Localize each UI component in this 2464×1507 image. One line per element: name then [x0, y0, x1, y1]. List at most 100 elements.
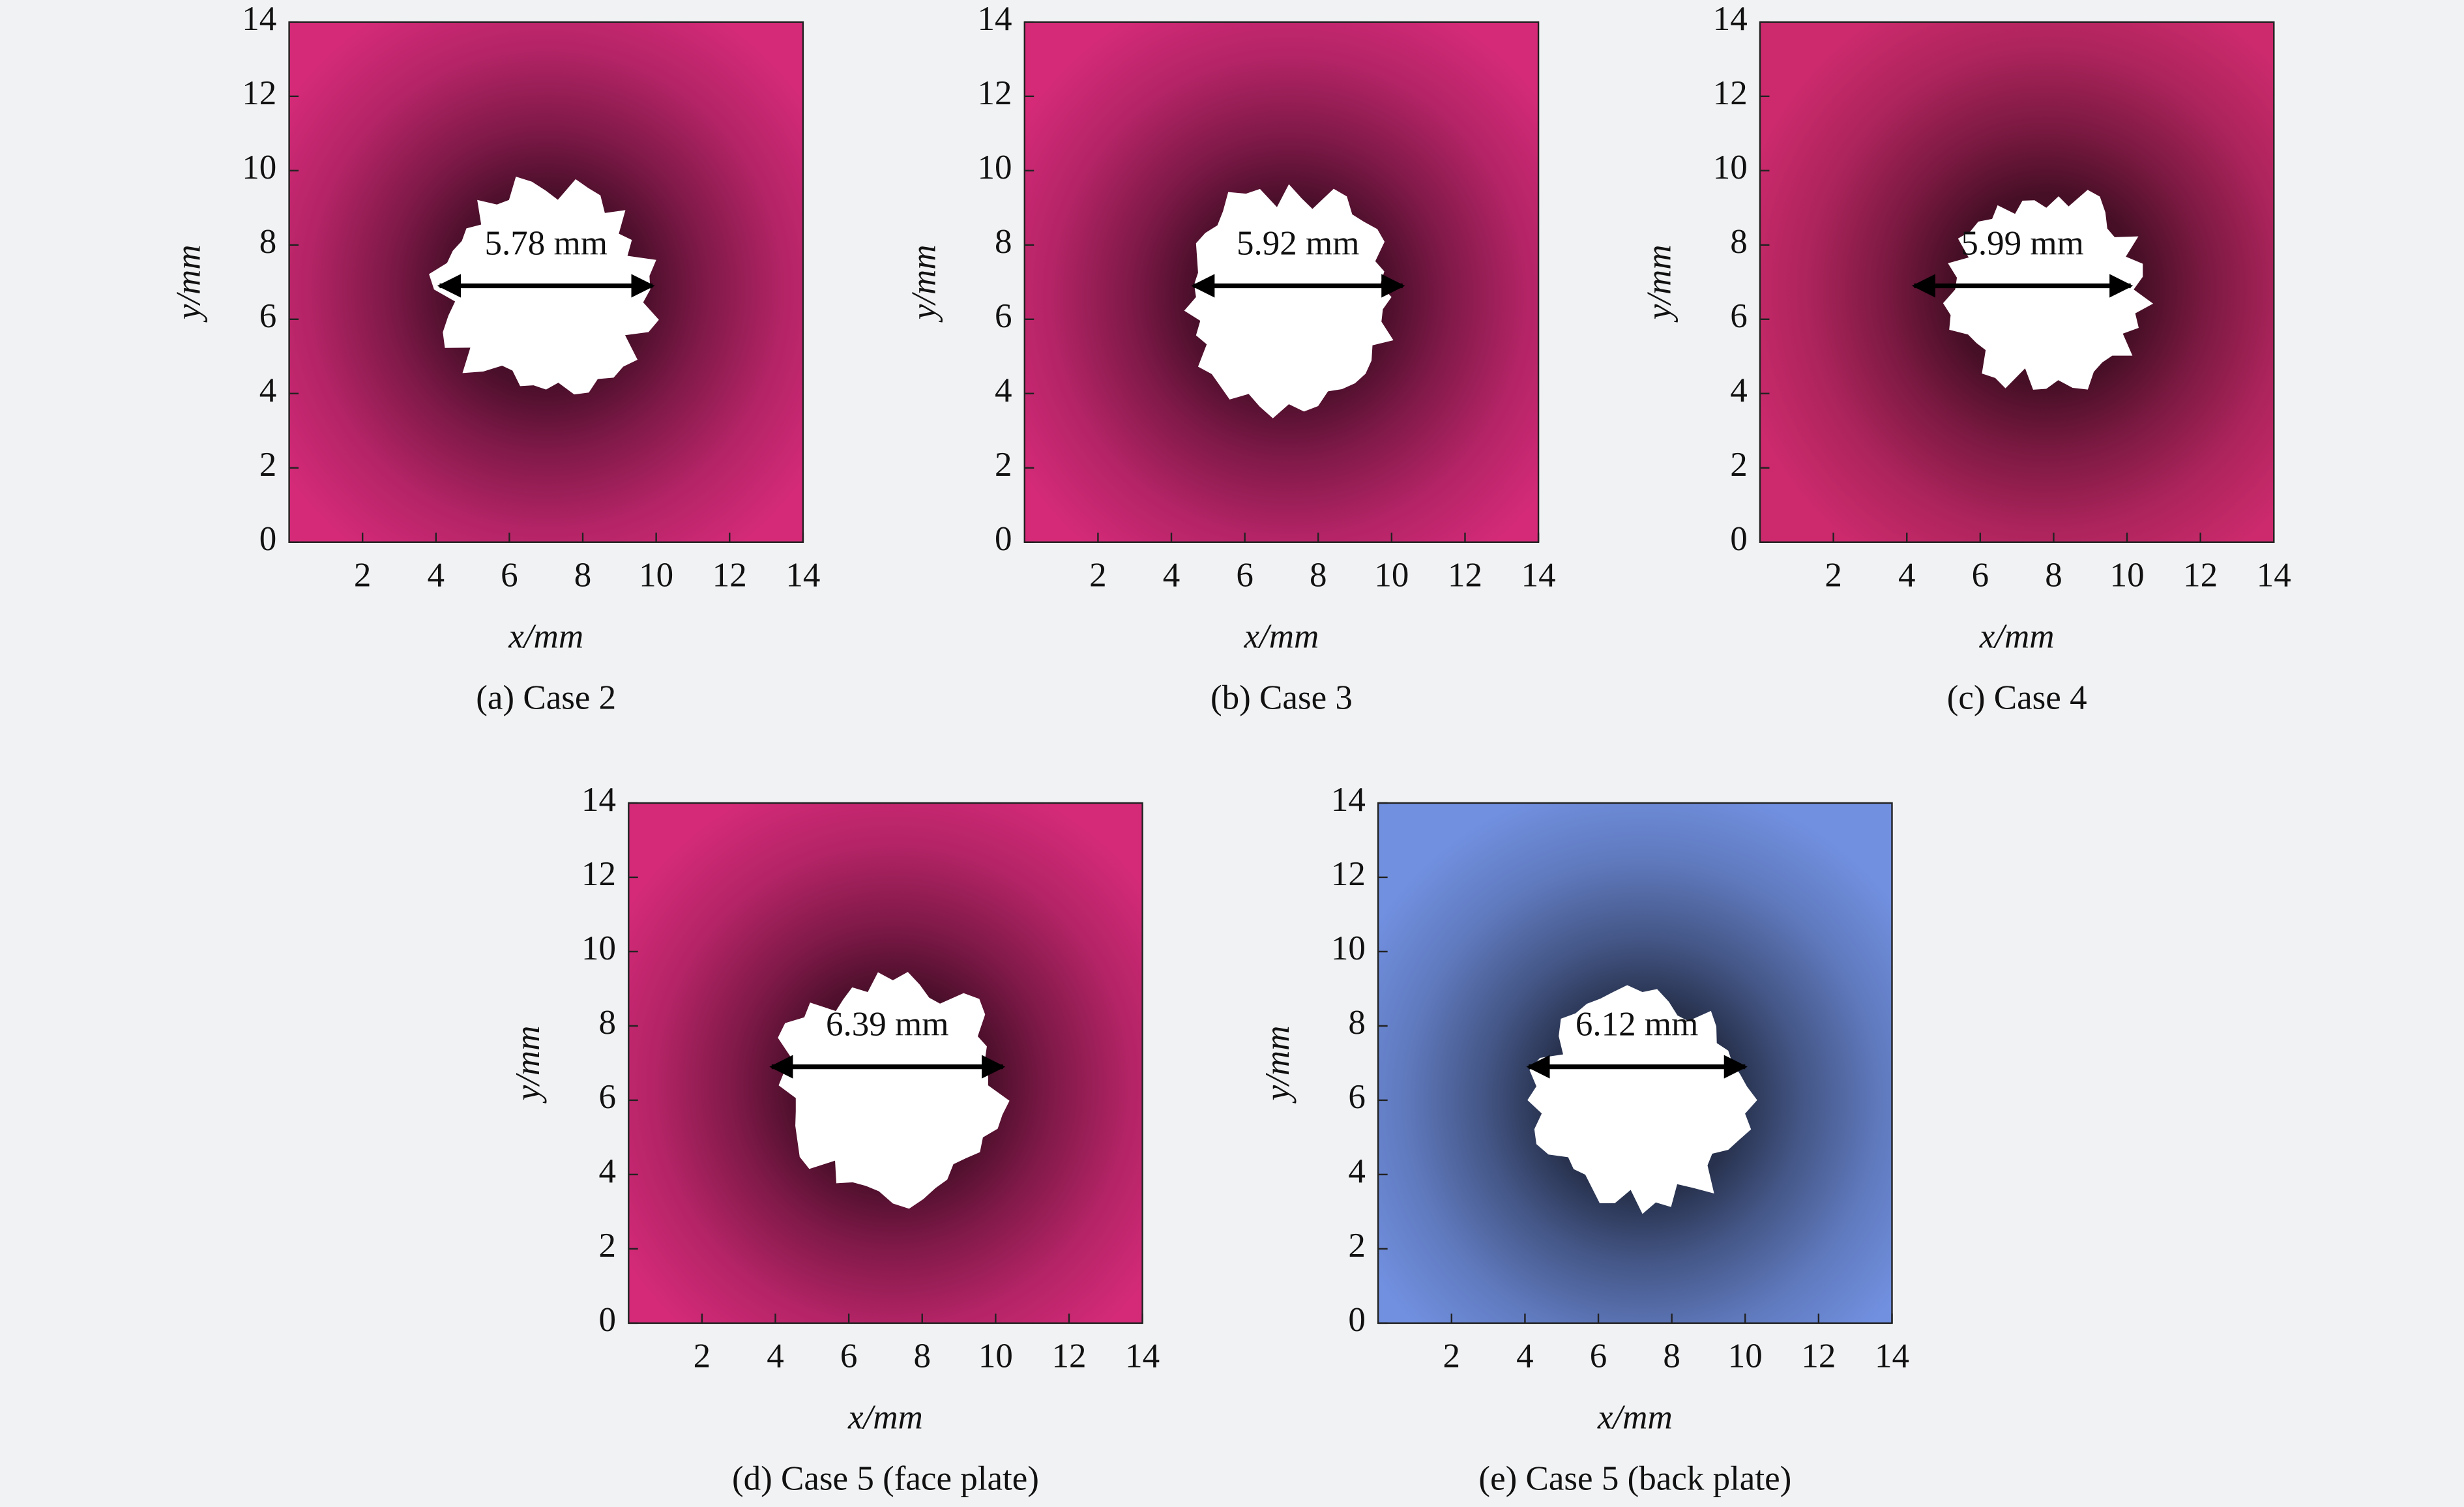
x-tick-label: 10 — [978, 1338, 1013, 1375]
x-tick-label: 12 — [1448, 556, 1482, 594]
x-tick-label: 8 — [1663, 1338, 1680, 1375]
x-tick-label: 8 — [913, 1338, 931, 1375]
annotation: 6.12 mm — [1576, 1006, 1699, 1044]
x-tick-label: 4 — [767, 1338, 784, 1375]
y-tick-label: 4 — [1348, 1152, 1366, 1190]
x-tick-label: 8 — [1310, 556, 1327, 594]
x-tick-label: 12 — [2183, 556, 2218, 594]
y-tick-label: 10 — [1331, 929, 1366, 967]
x-tick-label: 14 — [1875, 1338, 1909, 1375]
x-axis-label: x/mm — [1597, 1399, 1673, 1437]
plot-frame — [288, 21, 804, 543]
x-axis-label: x/mm — [508, 617, 583, 655]
plot-frame — [1023, 21, 1540, 543]
y-tick-label: 12 — [581, 855, 616, 893]
y-tick-label: 10 — [977, 149, 1012, 186]
plot-frame — [1759, 21, 2275, 543]
x-tick-label: 12 — [1801, 1338, 1836, 1375]
y-tick-label: 6 — [995, 297, 1012, 335]
caption: (a) Case 2 — [476, 679, 616, 716]
perforation — [778, 972, 1010, 1209]
perforation — [1184, 184, 1394, 418]
x-tick-label: 2 — [1825, 556, 1842, 594]
y-tick-label: 2 — [598, 1227, 616, 1265]
annotation: 6.39 mm — [826, 1006, 949, 1044]
x-tick-label: 4 — [1163, 556, 1181, 594]
y-tick-label: 0 — [598, 1301, 616, 1339]
y-tick-label: 6 — [1730, 297, 1748, 335]
y-tick-label: 10 — [1713, 149, 1748, 186]
y-tick-label: 6 — [598, 1078, 616, 1116]
x-tick-label: 6 — [1590, 1338, 1607, 1375]
y-tick-label: 8 — [259, 223, 277, 261]
x-tick-label: 12 — [1051, 1338, 1086, 1375]
y-tick-label: 14 — [977, 0, 1012, 38]
caption: (e) Case 5 (back plate) — [1478, 1460, 1791, 1498]
y-tick-label: 2 — [259, 446, 277, 484]
x-tick-label: 4 — [1516, 1338, 1534, 1375]
annotation: 5.99 mm — [1961, 224, 2084, 262]
x-tick-label: 14 — [2257, 556, 2291, 594]
y-tick-label: 6 — [259, 297, 277, 335]
x-tick-label: 6 — [1972, 556, 1989, 594]
y-axis-label: y/mm — [169, 244, 207, 323]
y-axis-label: y/mm — [1259, 1025, 1297, 1104]
x-axis-label: x/mm — [1244, 617, 1319, 655]
x-tick-label: 14 — [1521, 556, 1556, 594]
y-tick-label: 2 — [995, 446, 1012, 484]
y-tick-label: 12 — [242, 74, 276, 112]
y-tick-label: 8 — [995, 223, 1012, 261]
x-tick-label: 4 — [1898, 556, 1916, 594]
x-tick-label: 10 — [1374, 556, 1409, 594]
y-tick-label: 0 — [995, 520, 1012, 558]
perforation — [1527, 985, 1757, 1214]
y-tick-label: 8 — [1730, 223, 1748, 261]
y-tick-label: 2 — [1348, 1227, 1366, 1265]
x-tick-label: 6 — [840, 1338, 858, 1375]
annotation: 5.92 mm — [1237, 224, 1360, 262]
x-tick-label: 2 — [694, 1338, 711, 1375]
x-tick-label: 8 — [2045, 556, 2062, 594]
y-tick-label: 10 — [242, 149, 276, 186]
x-tick-label: 14 — [1125, 1338, 1160, 1375]
x-tick-label: 6 — [501, 556, 518, 594]
plot-frame — [628, 802, 1143, 1324]
x-tick-label: 10 — [1728, 1338, 1763, 1375]
y-tick-label: 0 — [1348, 1301, 1366, 1339]
y-axis-label: y/mm — [1641, 244, 1679, 323]
x-tick-label: 14 — [785, 556, 820, 594]
y-tick-label: 4 — [598, 1152, 616, 1190]
x-tick-label: 2 — [1089, 556, 1107, 594]
y-tick-label: 4 — [1730, 372, 1748, 409]
y-tick-label: 2 — [1730, 446, 1748, 484]
x-tick-label: 2 — [1443, 1338, 1461, 1375]
x-tick-label: 4 — [428, 556, 445, 594]
y-tick-label: 8 — [1348, 1004, 1366, 1042]
x-tick-label: 6 — [1236, 556, 1254, 594]
y-tick-label: 14 — [242, 0, 276, 38]
annotation: 5.78 mm — [484, 224, 608, 262]
x-tick-label: 10 — [639, 556, 673, 594]
y-tick-label: 4 — [259, 372, 277, 409]
caption: (d) Case 5 (face plate) — [732, 1460, 1039, 1498]
plot-frame — [1377, 802, 1893, 1324]
y-tick-label: 0 — [259, 520, 277, 558]
caption: (c) Case 4 — [1947, 679, 2087, 716]
x-tick-label: 2 — [354, 556, 372, 594]
y-tick-label: 14 — [1331, 781, 1366, 819]
y-tick-label: 0 — [1730, 520, 1748, 558]
x-tick-label: 10 — [2110, 556, 2145, 594]
y-tick-label: 6 — [1348, 1078, 1366, 1116]
y-tick-label: 14 — [581, 781, 616, 819]
y-tick-label: 10 — [581, 929, 616, 967]
y-tick-label: 12 — [1331, 855, 1366, 893]
x-axis-label: x/mm — [847, 1399, 923, 1437]
y-tick-label: 4 — [995, 372, 1012, 409]
x-tick-label: 12 — [712, 556, 747, 594]
y-tick-label: 12 — [977, 74, 1012, 112]
y-axis-label: y/mm — [509, 1025, 547, 1104]
y-tick-label: 14 — [1713, 0, 1748, 38]
x-tick-label: 8 — [574, 556, 592, 594]
